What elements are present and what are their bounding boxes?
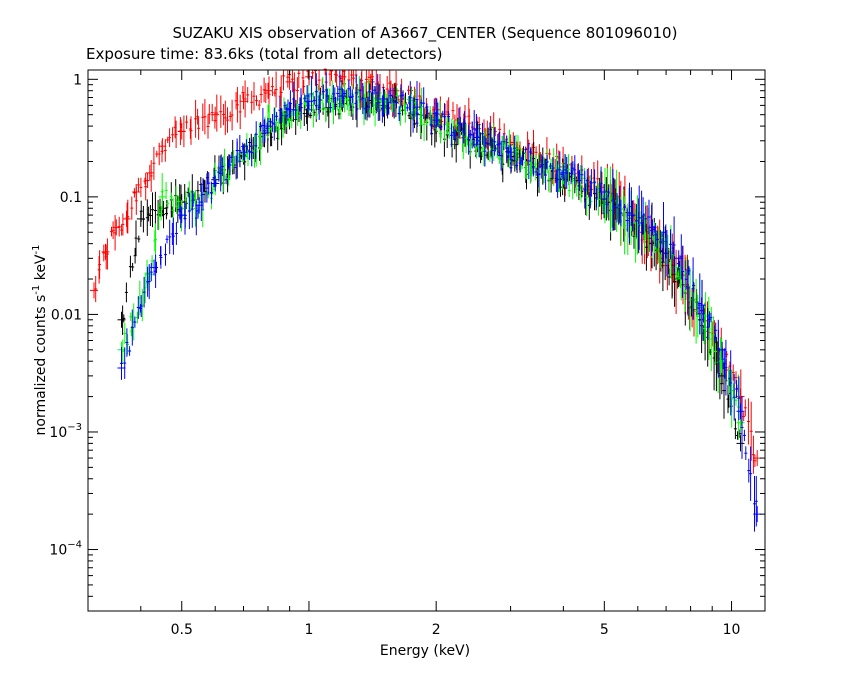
chart-subtitle: Exposure time: 83.6ks (total from all de… — [86, 45, 442, 63]
y-axis-label-part-1: normalized counts s — [33, 295, 49, 436]
x-axis-label: Energy (keV) — [380, 643, 470, 659]
x-tick-label: 2 — [432, 622, 441, 638]
y-tick-label: 1 — [73, 72, 82, 88]
x-tick-label: 1 — [304, 622, 313, 638]
y-tick-base: 10 — [49, 543, 67, 559]
y-tick-base: 0.1 — [60, 190, 82, 206]
series-4 — [117, 70, 762, 532]
y-tick-exponent: −3 — [67, 422, 82, 433]
x-tick-label: 0.5 — [171, 622, 193, 638]
y-tick-base: 0.01 — [51, 307, 82, 323]
y-tick-label: 0.01 — [51, 307, 82, 323]
x-tick-label: 10 — [723, 622, 741, 638]
y-tick-label: 0.1 — [60, 190, 82, 206]
y-tick-base: 10 — [49, 425, 67, 441]
chart-title: SUZAKU XIS observation of A3667_CENTER (… — [173, 24, 678, 43]
y-tick-base: 1 — [73, 72, 82, 88]
plot-frame — [87, 69, 766, 612]
y-tick-exponent: −4 — [67, 540, 82, 551]
y-tick-label: 10−3 — [49, 422, 82, 441]
y-axis-label: normalized counts s-1 keV-1 — [31, 245, 49, 436]
y-axis-label-part-2: keV — [33, 254, 49, 285]
y-tick-label: 10−4 — [49, 540, 82, 559]
y-axis-label-sup-1: -1 — [31, 285, 42, 295]
x-tick-label: 5 — [600, 622, 609, 638]
series-2 — [117, 80, 745, 452]
series-layer — [90, 68, 762, 532]
y-axis-label-sup-2: -1 — [31, 245, 42, 255]
